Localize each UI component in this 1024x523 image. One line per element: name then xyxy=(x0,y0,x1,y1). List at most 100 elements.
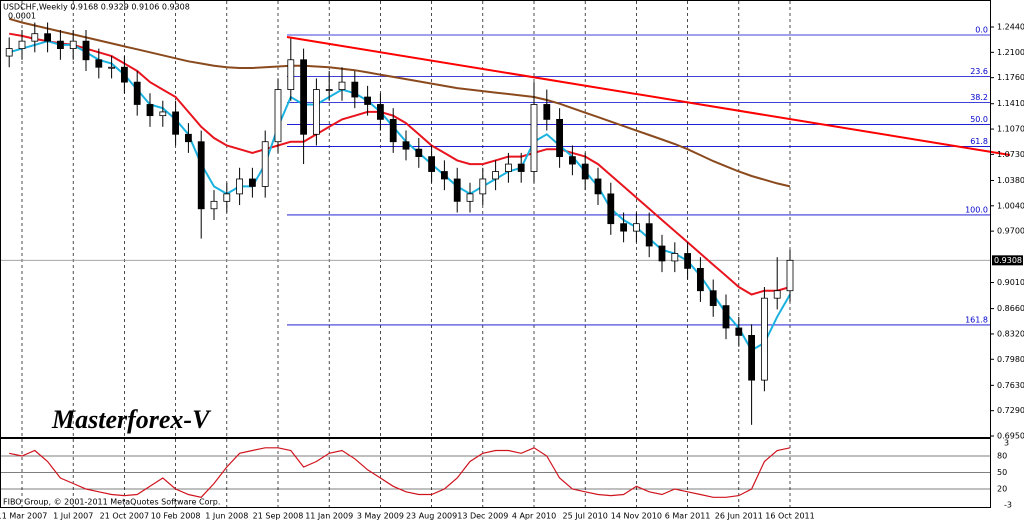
candle-body xyxy=(556,118,563,158)
x-tick-label: 4 Apr 2010 xyxy=(512,512,556,521)
y2-tick-label: 80 xyxy=(997,452,1007,461)
y2-tick-label: 20 xyxy=(997,485,1007,494)
oscillator-line xyxy=(9,447,791,498)
candle-body xyxy=(402,141,410,150)
candle-body xyxy=(197,141,205,210)
fibo-label: 23.6 xyxy=(970,67,988,76)
candle-body xyxy=(31,33,39,42)
moving-average xyxy=(9,32,791,296)
candle-body xyxy=(735,327,743,336)
x-tick-label: 23 Aug 2009 xyxy=(406,512,457,521)
chart-title: USDCHF,Weekly 0.9168 0.9329 0.9106 0.930… xyxy=(3,3,190,12)
candle-body xyxy=(236,178,244,195)
watermark: Masterforex-V xyxy=(51,405,212,434)
candle-body xyxy=(415,148,423,158)
candle-body xyxy=(607,193,615,225)
candle-body xyxy=(82,40,90,61)
candle-body xyxy=(440,171,448,180)
y2-tick-label: 50 xyxy=(997,468,1007,477)
fibo-label: 0.0 xyxy=(975,25,988,34)
y3-tick-label: -3 xyxy=(1004,501,1012,510)
y3-tick-label: 3 xyxy=(1004,439,1009,448)
candle-body xyxy=(18,40,26,50)
candle-body xyxy=(684,253,691,269)
candle-body xyxy=(376,104,384,120)
candle-body xyxy=(5,48,13,57)
candle-body xyxy=(108,66,115,69)
candle-body xyxy=(274,89,282,143)
candle-body xyxy=(351,81,359,98)
y-tick-label: 0.8320 xyxy=(997,329,1024,338)
fibo-label: 100.0 xyxy=(965,205,988,214)
candle-body xyxy=(248,178,256,187)
candle-body xyxy=(133,81,141,105)
copyright: FIBO Group, © 2001-2011 MetaQuotes Softw… xyxy=(3,498,220,507)
candle-body xyxy=(773,290,781,299)
y-tick-label: 0.7290 xyxy=(997,406,1024,415)
candle-body xyxy=(184,133,192,143)
candle-body xyxy=(389,118,397,143)
x-tick-label: 26 Jun 2011 xyxy=(715,512,763,521)
x-tick-label: 11 Mar 2007 xyxy=(0,512,47,521)
candle-body xyxy=(530,104,538,172)
y-tick-label: 0.7980 xyxy=(997,355,1024,364)
plot xyxy=(5,17,794,498)
candle-body xyxy=(504,163,512,172)
price-box xyxy=(992,255,1023,266)
candle-body xyxy=(159,111,167,117)
x-tick-label: 3 May 2009 xyxy=(357,512,404,521)
candle-body xyxy=(543,104,551,120)
fibo-label: 61.8 xyxy=(970,137,988,146)
candle-body xyxy=(697,267,704,292)
precision-label: 0.0001 xyxy=(8,12,36,21)
candle-body xyxy=(658,245,666,262)
candle-body xyxy=(645,223,653,247)
candle-body xyxy=(210,200,218,210)
candle-body xyxy=(223,193,231,202)
x-tick-label: 21 Sep 2008 xyxy=(253,512,304,521)
candle-body xyxy=(620,223,627,232)
y-tick-label: 1.1070 xyxy=(997,125,1024,134)
candle-body xyxy=(146,104,154,117)
x-tick-label: 6 Mar 2011 xyxy=(665,512,711,521)
candle-body xyxy=(569,156,576,165)
price-label: 0.9308 xyxy=(994,256,1022,265)
candle-body xyxy=(95,59,103,68)
candle-body xyxy=(121,66,128,83)
y-tick-label: 1.0730 xyxy=(997,150,1024,159)
fibo-label: 38.2 xyxy=(970,93,988,102)
candle-body xyxy=(172,111,180,135)
candle-body xyxy=(466,193,474,202)
candle-body xyxy=(786,259,794,292)
candle-body xyxy=(581,163,589,180)
y-tick-label: 0.6950 xyxy=(997,432,1024,441)
y-tick-label: 0.9700 xyxy=(997,227,1024,236)
candle-body xyxy=(287,59,295,90)
candle-body xyxy=(325,89,333,91)
moving-average xyxy=(8,17,791,188)
x-tick-label: 11 Jan 2009 xyxy=(305,512,353,521)
indicator-frame xyxy=(0,438,991,508)
x-tick-label: 21 Oct 2007 xyxy=(100,512,149,521)
candle-body xyxy=(57,40,64,50)
y-tick-label: 1.1410 xyxy=(997,99,1024,108)
y-tick-label: 1.2100 xyxy=(997,48,1024,57)
candle-body xyxy=(633,223,640,232)
x-tick-label: 16 Oct 2011 xyxy=(765,512,814,521)
candle-body xyxy=(364,96,372,105)
candle-body xyxy=(428,156,436,172)
candle-body xyxy=(453,178,461,202)
candle-body xyxy=(44,33,51,42)
x-tick-label: 1 Jun 2008 xyxy=(205,512,248,521)
candle-body xyxy=(261,141,269,187)
candle-body xyxy=(709,290,717,307)
x-tick-label: 1 Jul 2007 xyxy=(53,512,93,521)
fibo-label: 161.8 xyxy=(965,315,988,324)
candle-body xyxy=(69,40,77,50)
y-tick-label: 1.2440 xyxy=(997,23,1024,32)
x-tick-label: 25 Jul 2010 xyxy=(563,512,608,521)
fibo-label: 50.0 xyxy=(970,115,988,124)
trend-line xyxy=(286,36,1011,156)
y-tick-label: 0.9010 xyxy=(997,278,1024,287)
